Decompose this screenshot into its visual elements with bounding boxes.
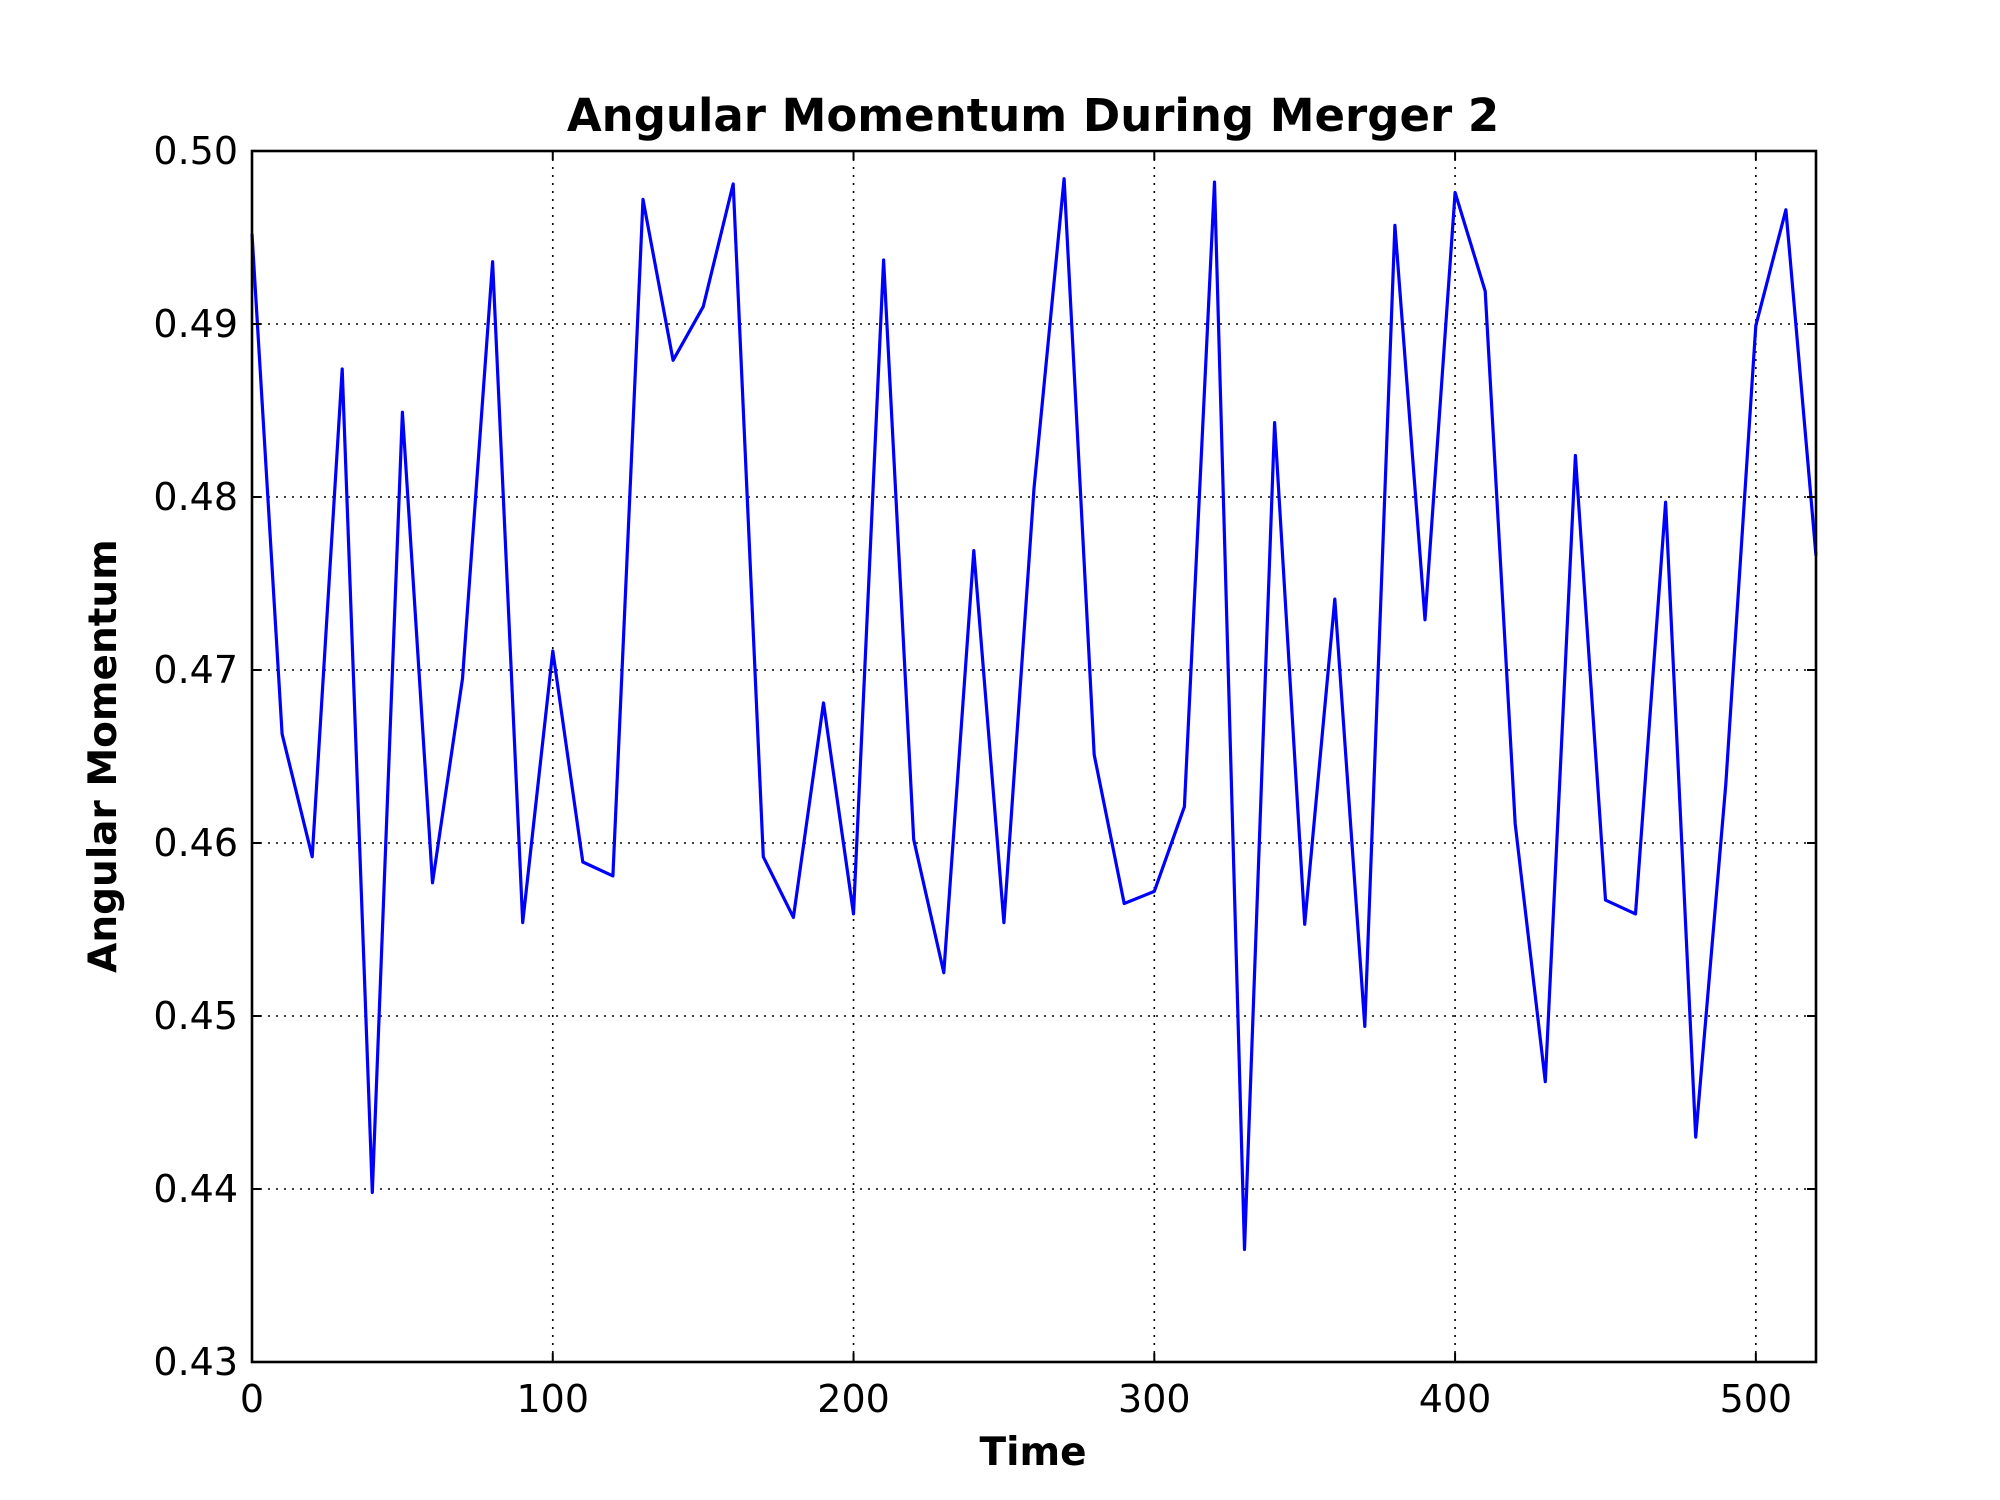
y-tick-label: 0.44 — [153, 1167, 238, 1211]
y-tick-label: 0.48 — [153, 475, 238, 519]
y-axis-label: Angular Momentum — [81, 539, 126, 973]
x-tick-label: 200 — [817, 1377, 890, 1421]
grid-layer — [252, 151, 1816, 1362]
chart-title: Angular Momentum During Merger 2 — [567, 89, 1499, 142]
y-tick-label: 0.50 — [153, 129, 238, 173]
series-layer — [250, 177, 1818, 1252]
y-tick-label: 0.46 — [153, 821, 238, 865]
x-axis-label: Time — [979, 1430, 1086, 1475]
plot-frame — [250, 149, 1818, 1364]
y-tick-label: 0.47 — [153, 648, 238, 692]
y-tick-label: 0.45 — [153, 994, 238, 1038]
y-tick-label: 0.49 — [153, 302, 238, 346]
y-tick-label: 0.43 — [153, 1340, 238, 1384]
series-line — [250, 177, 1818, 1252]
x-tick-label: 100 — [517, 1377, 590, 1421]
tick-layer: 0 100 200 300 400 500 0.43 0.44 0.45 0.46 0.47 0.48… — [153, 129, 1816, 1421]
x-tick-label: 0 — [240, 1377, 264, 1421]
x-tick-label: 500 — [1720, 1377, 1793, 1421]
x-tick-label: 300 — [1118, 1377, 1191, 1421]
x-tick-label: 400 — [1419, 1377, 1492, 1421]
